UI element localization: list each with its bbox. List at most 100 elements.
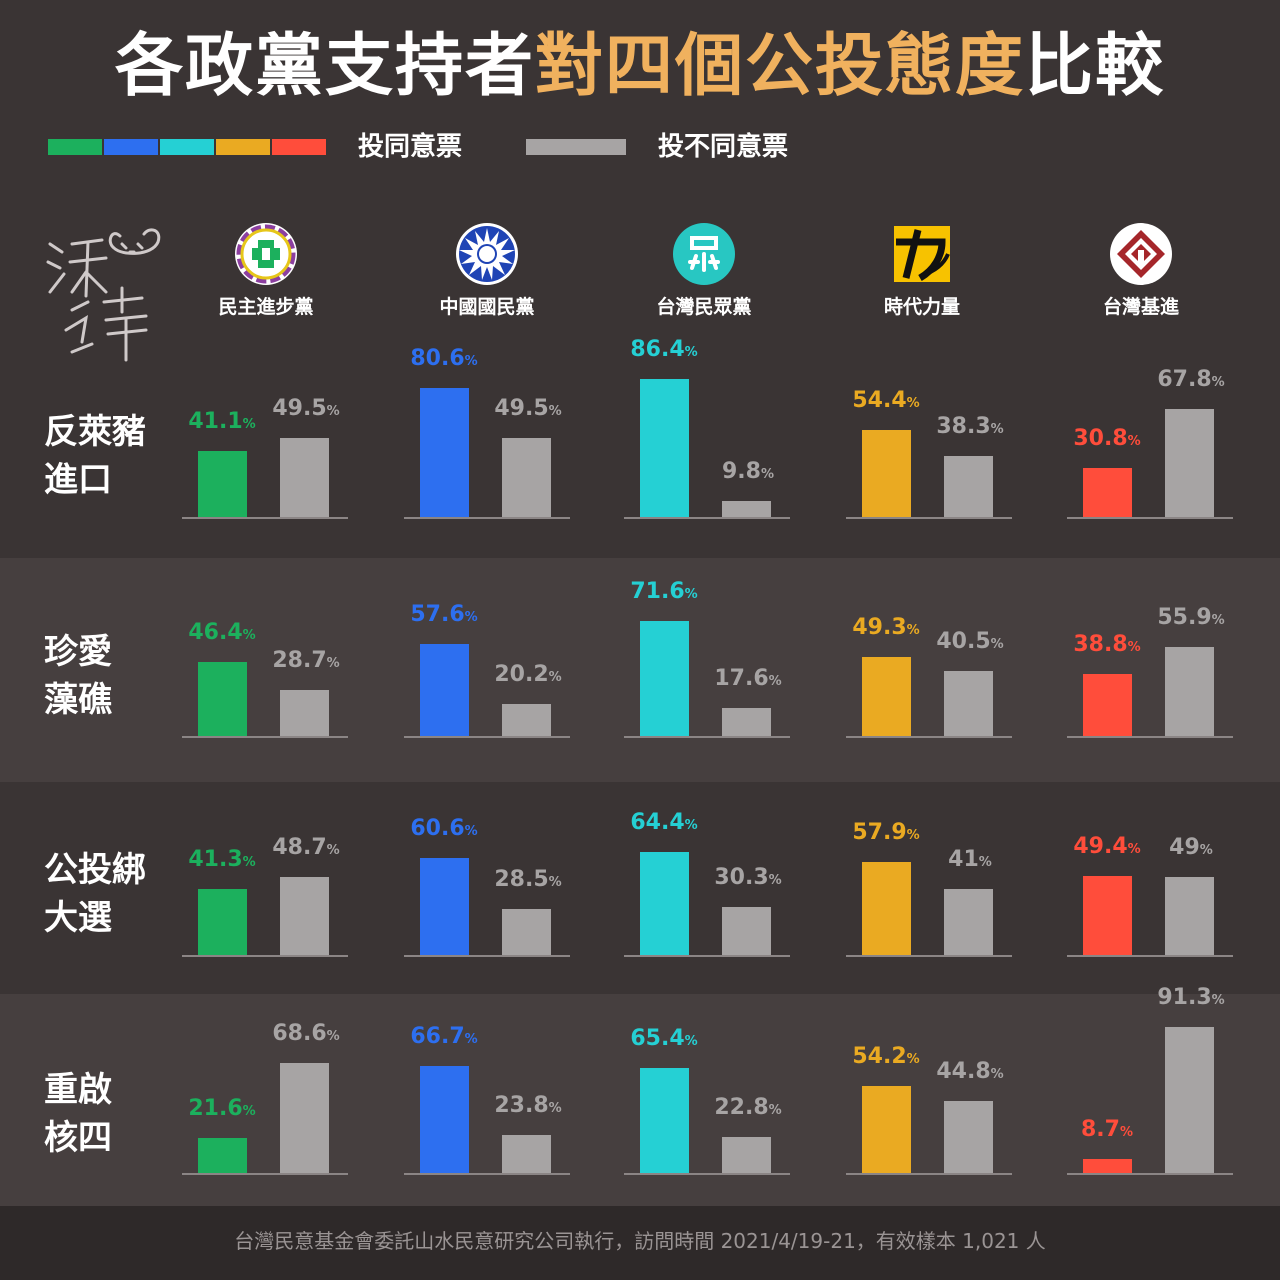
bar-yes: [198, 1138, 247, 1173]
referendum-label: 反萊豬 進口: [44, 408, 146, 504]
data-label-unit: %: [906, 623, 920, 639]
bar-yes: [1083, 1159, 1132, 1173]
data-label-value: 28.5: [494, 867, 549, 893]
data-label: 55.9%: [1141, 605, 1241, 630]
bar-no: [1165, 1026, 1214, 1173]
bar-no: [1165, 646, 1214, 736]
data-label-unit: %: [464, 609, 478, 625]
party-name: 民主進步黨: [218, 296, 314, 318]
data-label: 80.6%: [394, 346, 494, 371]
data-label: 64.4%: [614, 810, 714, 835]
bar-yes: [862, 657, 911, 736]
data-label: 46.4%: [172, 620, 272, 645]
bar-no: [502, 703, 551, 736]
data-label-value: 67.8: [1157, 366, 1212, 392]
bar-yes: [862, 1086, 911, 1173]
data-label: 30.8%: [1057, 426, 1157, 451]
referendum-label-line: 公投綁: [44, 850, 146, 890]
baseline-axis: [624, 955, 790, 957]
npp-logo-icon: [894, 226, 950, 282]
data-label-value: 8.7: [1080, 1117, 1120, 1143]
baseline-axis: [182, 517, 348, 519]
data-label: 17.6%: [698, 666, 798, 691]
legend-yes-color: [48, 139, 102, 155]
legend-yes-label: 投同意票: [358, 132, 463, 162]
data-label-unit: %: [978, 855, 992, 871]
bar-yes: [640, 378, 689, 517]
data-label-value: 80.6: [410, 346, 465, 372]
party-npp: 時代力量: [842, 222, 1002, 319]
data-label-value: 28.7: [272, 648, 327, 674]
baseline-axis: [404, 1173, 570, 1175]
baseline-axis: [182, 955, 348, 957]
data-label-value: 48.7: [272, 835, 327, 861]
baseline-axis: [1067, 736, 1233, 738]
bar-no: [280, 877, 329, 955]
legend-yes-color: [216, 139, 270, 155]
data-label-unit: %: [906, 828, 920, 844]
bar-yes: [198, 451, 247, 517]
data-label-unit: %: [1211, 992, 1225, 1008]
bar-no: [944, 671, 993, 736]
bar-no: [722, 501, 771, 517]
bar-no: [944, 1101, 993, 1173]
bar-no: [502, 909, 551, 955]
data-label-value: 46.4: [188, 619, 243, 645]
data-label: 30.3%: [698, 865, 798, 890]
bar-no: [944, 889, 993, 955]
bar-no: [502, 1134, 551, 1173]
bar-yes: [1083, 673, 1132, 736]
data-label-unit: %: [548, 669, 562, 685]
data-label-value: 55.9: [1157, 604, 1212, 630]
data-label: 54.2%: [836, 1044, 936, 1069]
data-label-value: 40.5: [936, 629, 991, 655]
bar-yes: [420, 858, 469, 955]
data-label-unit: %: [548, 1100, 562, 1116]
chart-title: 各政黨支持者對四個公投態度比較: [0, 27, 1280, 106]
data-label-unit: %: [990, 637, 1004, 653]
data-label-unit: %: [242, 417, 256, 433]
data-label-value: 41.1: [188, 409, 243, 435]
bar-yes: [198, 888, 247, 955]
bar-yes: [420, 643, 469, 736]
data-label: 49.5%: [256, 396, 356, 421]
data-label: 41%: [920, 847, 1020, 872]
data-label: 54.4%: [836, 388, 936, 413]
data-label-unit: %: [326, 656, 340, 672]
data-label-value: 49.5: [494, 395, 549, 421]
data-label-unit: %: [906, 1052, 920, 1068]
data-label-value: 44.8: [936, 1059, 991, 1085]
baseline-axis: [404, 955, 570, 957]
data-label-unit: %: [242, 627, 256, 643]
referendum-label-line: 大選: [44, 898, 112, 938]
data-label-unit: %: [1119, 1125, 1133, 1141]
bar-yes: [640, 1068, 689, 1173]
baseline-axis: [846, 1173, 1012, 1175]
bar-no: [280, 437, 329, 517]
data-label-unit: %: [326, 843, 340, 859]
referendum-label-line: 進口: [44, 460, 112, 500]
data-label-unit: %: [464, 824, 478, 840]
source-footnote: 台灣民意基金會委託山水民意研究公司執行，訪問時間 2021/4/19-21，有效…: [0, 1206, 1280, 1280]
data-label-value: 71.6: [630, 579, 685, 605]
data-label-value: 20.2: [494, 661, 549, 687]
bar-no: [502, 437, 551, 517]
bar-no: [722, 906, 771, 955]
data-label-value: 49.3: [852, 615, 907, 641]
baseline-axis: [624, 1173, 790, 1175]
data-label-value: 49: [1169, 834, 1200, 860]
data-label: 49.5%: [478, 396, 578, 421]
kmt-logo-icon: [456, 223, 518, 285]
data-label-unit: %: [326, 1029, 340, 1045]
tsp-logo-icon: [1110, 223, 1172, 285]
title-part1: 各政黨支持者: [114, 27, 535, 106]
data-label: 71.6%: [614, 579, 714, 604]
data-label-unit: %: [1127, 639, 1141, 655]
data-label: 57.6%: [394, 602, 494, 627]
bar-yes: [1083, 875, 1132, 955]
bar-yes: [420, 388, 469, 517]
bar-no: [280, 1063, 329, 1173]
data-label: 65.4%: [614, 1026, 714, 1051]
baseline-axis: [404, 736, 570, 738]
data-label: 28.5%: [478, 867, 578, 892]
